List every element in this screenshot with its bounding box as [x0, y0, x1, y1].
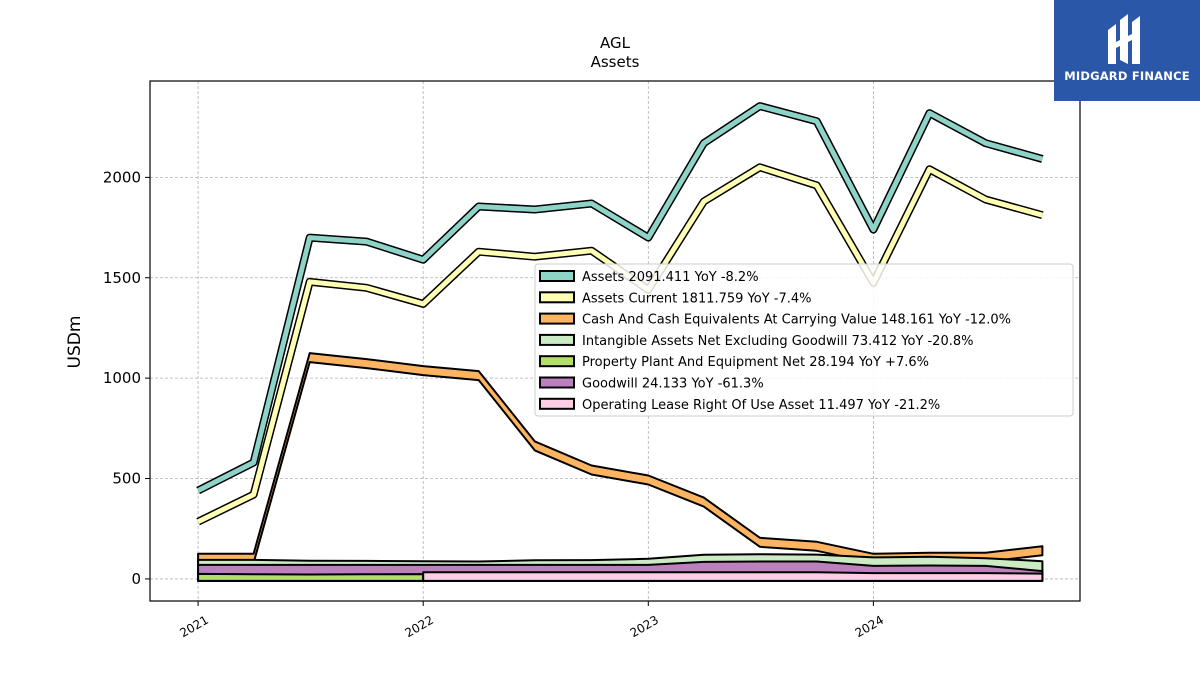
x-tick-label: 2023	[628, 613, 661, 640]
legend-label: Cash And Cash Equivalents At Carrying Va…	[582, 313, 1011, 328]
x-tick-label: 2021	[177, 613, 210, 640]
series-layer	[196, 102, 1044, 582]
legend-swatch	[539, 333, 575, 346]
legend-label: Intangible Assets Net Excluding Goodwill…	[582, 334, 973, 349]
y-tick-label: 1000	[103, 369, 141, 387]
series-band-2	[197, 352, 1044, 564]
legend-swatch	[539, 291, 575, 304]
series-band-6	[422, 571, 1044, 582]
y-tick-label: 1500	[103, 269, 141, 287]
legend: Assets 2091.411 YoY -8.2% Assets Current …	[534, 263, 1074, 417]
series-line-0	[196, 103, 1044, 493]
legend-box	[534, 263, 1074, 417]
logo-mark-icon	[1108, 14, 1140, 64]
legend-swatch	[539, 312, 575, 325]
x-tick-label: 2024	[853, 613, 886, 640]
y-tick-label: 2000	[103, 168, 141, 186]
legend-swatch	[539, 397, 575, 410]
x-tick-label: 2022	[402, 613, 435, 640]
series-band-4	[197, 572, 425, 582]
legend-label: Goodwill 24.133 YoY -61.3%	[582, 377, 764, 392]
legend-label: Property Plant And Equipment Net 28.194 …	[582, 355, 929, 370]
legend-swatch	[539, 355, 575, 368]
plot-frame	[149, 80, 1081, 602]
legend-label: Assets Current 1811.759 YoY -7.4%	[582, 291, 812, 306]
y-axis-label: USDm	[65, 316, 85, 369]
legend-swatch	[539, 376, 575, 389]
y-tick-label: 500	[112, 470, 141, 488]
logo-text: MIDGARD FINANCE	[1064, 69, 1190, 83]
chart-subtitle: Assets	[591, 53, 640, 71]
legend-swatch	[539, 270, 575, 282]
legend-label: Operating Lease Right Of Use Asset 11.49…	[582, 398, 940, 413]
brand-logo: MIDGARD FINANCE	[1054, 0, 1200, 101]
legend-label: Assets 2091.411 YoY -8.2%	[582, 270, 759, 285]
chart-title: AGL	[600, 34, 631, 52]
y-tick-label: 0	[131, 570, 141, 588]
